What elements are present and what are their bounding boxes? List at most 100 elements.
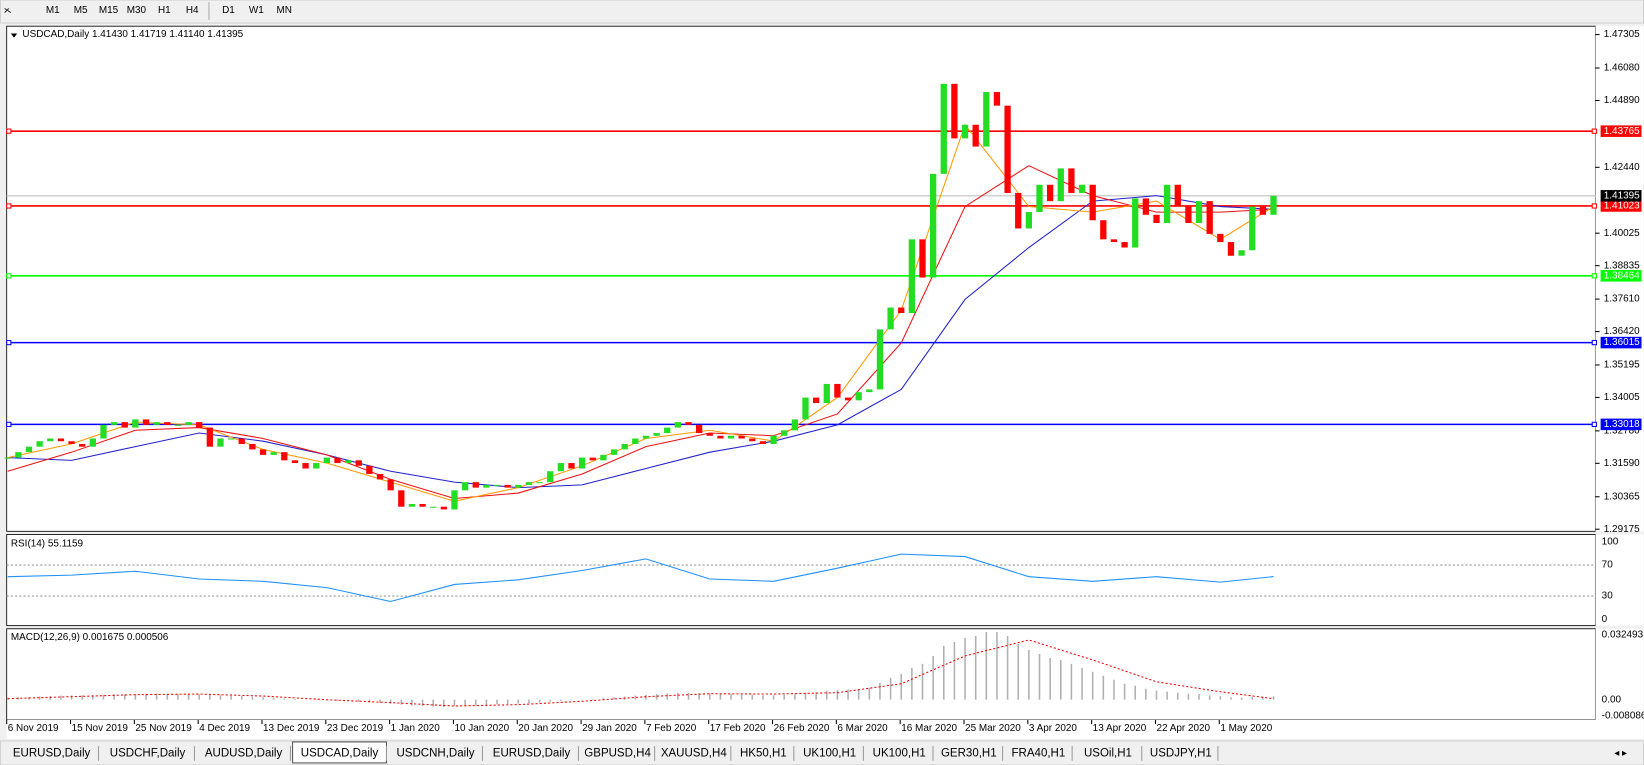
dropdown-icon xyxy=(10,33,18,38)
timeframe-button[interactable]: H1 xyxy=(158,5,171,16)
tab-scroll[interactable]: ◂ ▸ xyxy=(1614,748,1627,759)
tab[interactable]: GER30,H1 xyxy=(935,744,1004,762)
date-label: 4 Dec 2019 xyxy=(199,723,250,734)
candle xyxy=(610,449,618,455)
candle xyxy=(142,419,150,425)
tab[interactable]: USDCNH,Daily xyxy=(388,744,483,762)
candle xyxy=(1185,206,1192,223)
date-label: 15 Nov 2019 xyxy=(72,723,129,734)
timeframe-button[interactable]: H4 xyxy=(186,5,199,16)
date-label: 1 May 2020 xyxy=(1220,723,1272,734)
candle xyxy=(855,392,862,401)
candle xyxy=(578,457,586,469)
candle xyxy=(568,463,575,469)
candle xyxy=(600,454,607,461)
level-handle xyxy=(6,421,12,427)
timeframe-button[interactable]: M1 xyxy=(46,5,60,16)
date-label: 25 Mar 2020 xyxy=(965,723,1021,734)
tab-box xyxy=(865,744,933,762)
level-label-box xyxy=(1600,336,1642,349)
date-label: 13 Dec 2019 xyxy=(263,723,320,734)
rsi-tick-label: 70 xyxy=(1602,560,1614,571)
moving-average xyxy=(7,195,1274,489)
tab[interactable]: UK100,H1 xyxy=(865,744,934,762)
y-tick-label: 1.42440 xyxy=(1604,162,1640,173)
timeframe-button[interactable]: M15 xyxy=(99,5,119,16)
date-label: 23 Dec 2019 xyxy=(327,723,384,734)
tab[interactable]: UK100,H1 xyxy=(795,744,864,762)
candle xyxy=(100,424,107,439)
level-handle xyxy=(1591,273,1597,279)
candle xyxy=(1036,184,1043,213)
tab[interactable]: XAUUSD,H4 xyxy=(656,744,732,762)
tab-label: FRA40,H1 xyxy=(1012,748,1066,760)
tab[interactable]: EURUSD,Daily xyxy=(4,744,100,762)
main-plot: 1.47305 1.46080 1.44890 1.42440 1.40025 1.388… xyxy=(4,29,1644,734)
tab[interactable]: FRA40,H1 xyxy=(1004,744,1073,762)
macd-tick-label: -0.008086 xyxy=(1602,710,1644,721)
candle xyxy=(1089,184,1096,221)
candle xyxy=(1142,198,1150,215)
candle xyxy=(972,124,979,147)
candle xyxy=(1249,206,1256,251)
level-label: 1.41023 xyxy=(1604,201,1640,212)
candle xyxy=(408,503,416,507)
rsi-tick-label: 0 xyxy=(1602,614,1608,625)
candle xyxy=(68,441,75,444)
timeframe-button[interactable]: M5 xyxy=(74,5,88,16)
tab-box xyxy=(580,744,655,762)
y-tick-label: 1.46080 xyxy=(1604,63,1640,74)
tab[interactable]: EURUSD,Daily xyxy=(484,744,579,762)
candle xyxy=(781,430,788,436)
tab[interactable]: USOil,H1 xyxy=(1074,744,1143,762)
tab-box xyxy=(100,744,195,762)
candle xyxy=(323,457,330,464)
rsi-frame xyxy=(6,534,1596,627)
candle xyxy=(898,307,905,313)
timeframe-button[interactable]: W1 xyxy=(249,5,264,16)
tab[interactable]: USDJPY,H1 xyxy=(1143,744,1219,762)
tab[interactable]: USDCAD,Daily xyxy=(292,741,387,764)
candle xyxy=(79,443,86,447)
candle xyxy=(1132,198,1139,248)
tab-label: HK50,H1 xyxy=(740,748,787,760)
candle xyxy=(749,438,756,442)
timeframe-button[interactable]: MN xyxy=(276,5,291,16)
date-label: 6 Mar 2020 xyxy=(837,723,888,734)
tab[interactable]: GBPUSD,H4 xyxy=(580,744,656,762)
candle xyxy=(504,484,511,488)
tab[interactable]: AUDUSD,Daily xyxy=(196,744,292,762)
candle xyxy=(1068,168,1075,193)
macd-frame xyxy=(6,628,1596,721)
candle xyxy=(238,438,245,444)
candle xyxy=(791,419,799,431)
candle xyxy=(919,239,926,278)
candle xyxy=(738,435,745,439)
date-label: 13 Apr 2020 xyxy=(1093,723,1147,734)
candle xyxy=(344,460,352,464)
timeframe-button[interactable]: D1 xyxy=(222,5,235,16)
candle xyxy=(1015,192,1022,229)
candle xyxy=(1110,239,1118,243)
level-handle xyxy=(6,339,12,346)
y-tick-label: 1.38835 xyxy=(1604,260,1640,271)
candle xyxy=(1153,214,1160,223)
candle xyxy=(15,452,22,458)
candle xyxy=(1227,242,1235,256)
candle xyxy=(4,457,11,459)
level-handle xyxy=(6,128,12,134)
candle xyxy=(983,92,990,147)
ui: M1 M5 M15 M30 H1 H4 D1 W1 MN EURUSD,Daily USDCHF,D… xyxy=(4,2,1627,764)
candle xyxy=(89,438,96,447)
y-tick-label: 1.36420 xyxy=(1604,326,1640,337)
tab[interactable]: HK50,H1 xyxy=(732,744,795,762)
tab[interactable]: USDCHF,Daily xyxy=(100,744,196,762)
timeframe-button[interactable]: M30 xyxy=(127,5,147,16)
candle xyxy=(57,438,65,442)
candle xyxy=(589,457,596,461)
candle xyxy=(121,422,128,428)
candle xyxy=(206,427,213,447)
candle xyxy=(759,441,767,444)
candle xyxy=(196,422,203,428)
level-label-box xyxy=(1600,125,1642,137)
